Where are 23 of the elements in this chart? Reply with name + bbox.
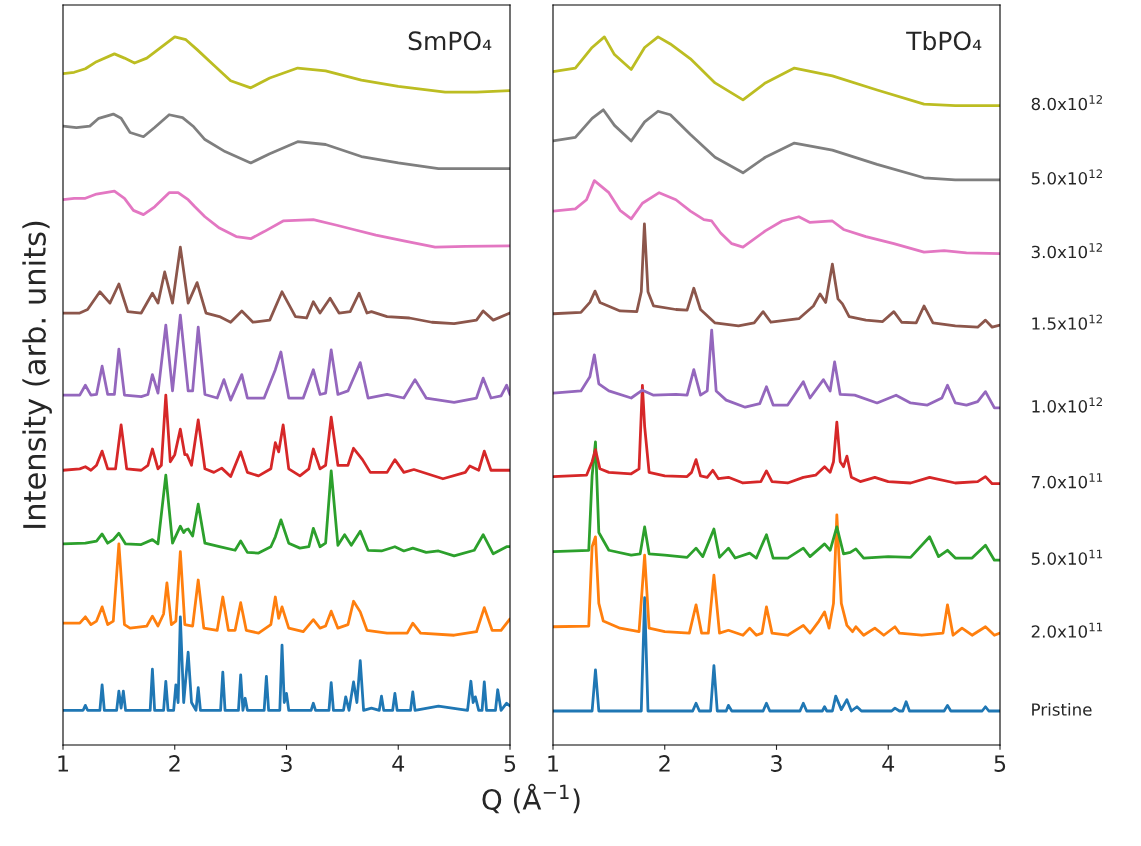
series-label: 3.0x10$^{12}$ <box>1031 242 1102 259</box>
x-tick-label: 1 <box>58 755 69 772</box>
x-tick-label: 2 <box>169 755 180 772</box>
series-label: 7.0x10$^{11}$ <box>1031 473 1103 489</box>
x-tick-label: 4 <box>882 755 895 772</box>
series-label: 2.0x10$^{11}$ <box>1031 622 1103 638</box>
x-tick-label: 3 <box>771 755 782 772</box>
chart-title: SmPO₄ <box>408 31 492 51</box>
series-label: 1.5x10$^{12}$ <box>1032 314 1102 330</box>
series-label: Pristine <box>1032 702 1092 716</box>
series-label: 5.0x10$^{12}$ <box>1031 169 1102 185</box>
y-axis-title: Intensity (arb. units) <box>22 221 52 528</box>
chart-title: TbPO₄ <box>906 30 982 51</box>
x-axis-title: Q (Å$^{−1}$) <box>482 783 580 814</box>
x-tick-label: 5 <box>994 755 1006 772</box>
x-tick-label: 2 <box>659 755 670 772</box>
x-tick-label: 4 <box>392 755 405 772</box>
series-label: 1.0x10$^{12}$ <box>1032 397 1102 413</box>
x-tick-label: 5 <box>504 755 516 772</box>
series-label: 8.0x10$^{12}$ <box>1031 94 1102 111</box>
x-tick-label: 3 <box>281 755 292 772</box>
series-label: 5.0x10$^{11}$ <box>1031 549 1103 565</box>
x-tick-label: 1 <box>548 755 559 772</box>
